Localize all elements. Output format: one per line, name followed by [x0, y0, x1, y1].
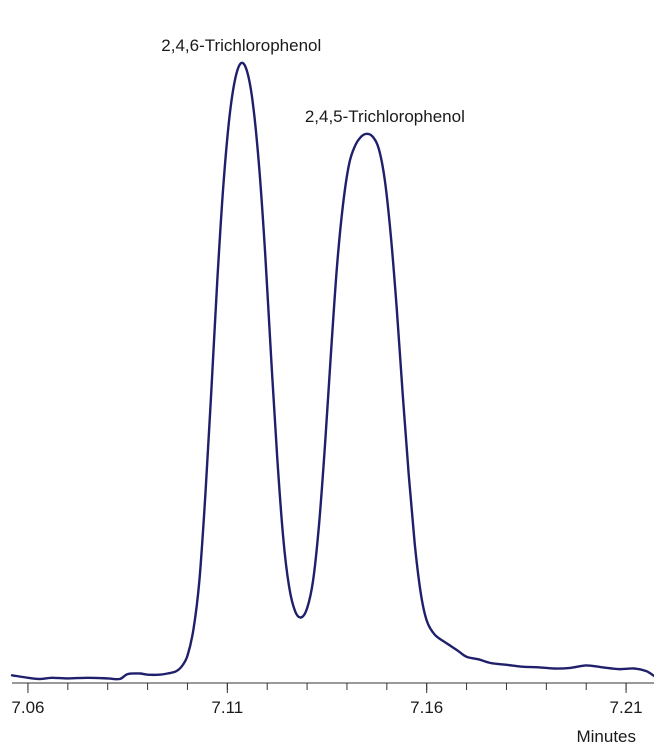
trace-layer	[10, 61, 654, 681]
peak-label: 2,4,5-Trichlorophenol	[305, 107, 465, 126]
x-tick-label: 7.11	[211, 698, 243, 717]
x-tick-label: 7.06	[11, 698, 44, 717]
x-tick-label: 7.21	[610, 698, 643, 717]
chromatogram-trace	[10, 61, 654, 681]
x-axis: 7.06 7.11 7.16 7.21 Minutes	[11, 682, 654, 746]
label-layer: 2,4,6-Trichlorophenol 2,4,5-Trichlorophen…	[161, 36, 465, 126]
x-tick-label: 7.16	[410, 698, 443, 717]
x-axis-title: Minutes	[576, 727, 636, 746]
peak-label: 2,4,6-Trichlorophenol	[161, 36, 321, 55]
